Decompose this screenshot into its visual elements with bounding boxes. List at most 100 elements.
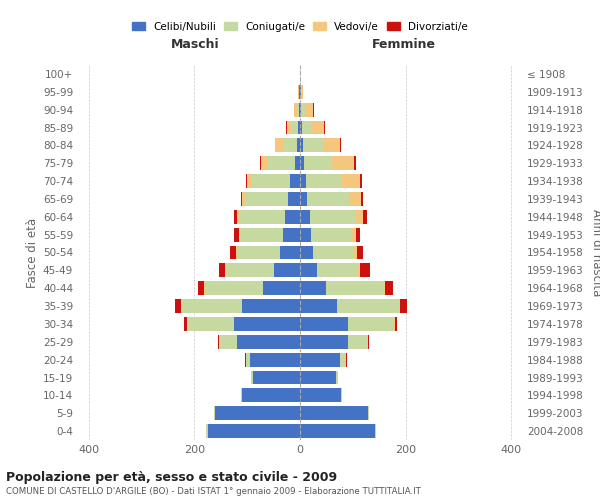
Bar bbox=[274, 264, 300, 278]
Bar bbox=[251, 370, 300, 384]
Bar bbox=[300, 317, 394, 331]
Bar bbox=[300, 317, 395, 331]
Bar bbox=[300, 102, 305, 117]
Bar bbox=[298, 85, 300, 99]
Bar bbox=[263, 281, 300, 295]
Bar bbox=[300, 352, 340, 366]
Bar bbox=[285, 210, 300, 224]
Bar bbox=[226, 264, 300, 278]
Bar bbox=[275, 138, 300, 152]
Bar bbox=[300, 228, 311, 241]
Bar bbox=[240, 228, 300, 241]
Bar bbox=[214, 406, 300, 420]
Bar bbox=[300, 210, 310, 224]
Bar bbox=[300, 370, 336, 384]
Bar bbox=[300, 424, 375, 438]
Bar bbox=[300, 85, 303, 99]
Bar bbox=[300, 174, 362, 188]
Bar bbox=[300, 299, 337, 313]
Bar bbox=[219, 335, 300, 349]
Bar bbox=[242, 299, 300, 313]
Bar bbox=[218, 335, 300, 349]
Bar bbox=[300, 370, 338, 384]
Bar bbox=[291, 120, 300, 134]
Bar bbox=[295, 156, 300, 170]
Bar bbox=[300, 156, 304, 170]
Bar bbox=[245, 174, 300, 188]
Bar bbox=[300, 406, 369, 420]
Bar bbox=[300, 120, 325, 134]
Bar bbox=[236, 335, 300, 349]
Bar bbox=[234, 210, 300, 224]
Bar bbox=[286, 120, 300, 134]
Bar bbox=[300, 85, 303, 99]
Bar bbox=[300, 228, 356, 241]
Bar bbox=[300, 370, 338, 384]
Bar bbox=[300, 156, 332, 170]
Bar bbox=[175, 299, 300, 313]
Bar bbox=[275, 138, 300, 152]
Bar bbox=[300, 102, 301, 117]
Bar bbox=[300, 264, 317, 278]
Legend: Celibi/Nubili, Coniugati/e, Vedovi/e, Divorziati/e: Celibi/Nubili, Coniugati/e, Vedovi/e, Di… bbox=[128, 18, 472, 36]
Bar bbox=[234, 317, 300, 331]
Bar bbox=[215, 406, 300, 420]
Bar bbox=[184, 317, 300, 331]
Bar bbox=[300, 281, 326, 295]
Bar bbox=[300, 424, 376, 438]
Bar bbox=[297, 102, 300, 117]
Bar bbox=[251, 370, 300, 384]
Bar bbox=[300, 192, 361, 206]
Bar bbox=[214, 406, 300, 420]
Bar bbox=[181, 299, 300, 313]
Bar bbox=[300, 352, 346, 366]
Bar bbox=[205, 281, 300, 295]
Bar bbox=[300, 388, 342, 402]
Bar bbox=[241, 388, 300, 402]
Bar bbox=[205, 281, 300, 295]
Bar bbox=[300, 264, 370, 278]
Bar bbox=[267, 156, 300, 170]
Bar bbox=[236, 210, 300, 224]
Bar bbox=[219, 264, 300, 278]
Bar bbox=[300, 317, 397, 331]
Bar bbox=[300, 174, 307, 188]
Bar bbox=[187, 317, 300, 331]
Bar bbox=[283, 138, 300, 152]
Bar bbox=[287, 120, 300, 134]
Bar bbox=[241, 388, 300, 402]
Bar bbox=[300, 102, 314, 117]
Bar bbox=[300, 264, 358, 278]
Bar bbox=[187, 317, 300, 331]
Bar bbox=[247, 174, 300, 188]
Bar bbox=[283, 228, 300, 241]
Bar bbox=[300, 120, 302, 134]
Bar bbox=[300, 138, 302, 152]
Bar bbox=[300, 281, 385, 295]
Bar bbox=[280, 246, 300, 260]
Bar bbox=[294, 102, 300, 117]
Bar bbox=[261, 156, 300, 170]
Bar bbox=[206, 424, 300, 438]
Bar bbox=[239, 210, 300, 224]
Bar bbox=[198, 281, 300, 295]
Bar bbox=[241, 192, 300, 206]
Bar bbox=[235, 228, 300, 241]
Bar bbox=[300, 299, 400, 313]
Bar bbox=[300, 281, 392, 295]
Bar bbox=[236, 246, 300, 260]
Bar bbox=[300, 192, 307, 206]
Text: COMUNE DI CASTELLO D'ARGILE (BO) - Dati ISTAT 1° gennaio 2009 - Elaborazione TUT: COMUNE DI CASTELLO D'ARGILE (BO) - Dati … bbox=[6, 486, 421, 496]
Bar bbox=[245, 352, 300, 366]
Bar bbox=[300, 264, 360, 278]
Bar bbox=[300, 370, 338, 384]
Bar bbox=[239, 228, 300, 241]
Bar bbox=[300, 388, 341, 402]
Bar bbox=[300, 228, 360, 241]
Bar bbox=[300, 352, 347, 366]
Bar bbox=[300, 192, 349, 206]
Bar bbox=[300, 174, 342, 188]
Bar bbox=[299, 85, 300, 99]
Bar bbox=[300, 335, 347, 349]
Bar bbox=[300, 299, 400, 313]
